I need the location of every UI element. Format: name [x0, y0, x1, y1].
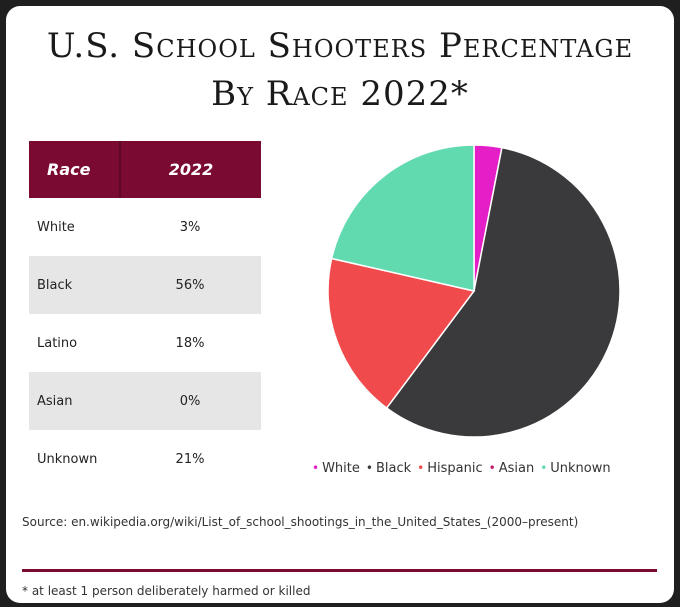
row-race: White	[37, 219, 75, 235]
legend-label: Unknown	[550, 461, 611, 476]
table-row: Black 56%	[29, 256, 261, 314]
table-row: Asian 0%	[29, 372, 261, 430]
source-note: Source: en.wikipedia.org/wiki/List_of_sc…	[22, 515, 579, 529]
legend-dot-icon: •	[312, 461, 320, 475]
table-row: Latino 18%	[29, 314, 261, 372]
legend-dot-icon: •	[540, 461, 548, 475]
infographic-card: U.S. School Shooters Percentage By Race …	[6, 6, 674, 603]
chart-title-line2: By Race 2022*	[211, 74, 469, 114]
row-value: 56%	[175, 277, 205, 293]
legend-dot-icon: •	[417, 461, 425, 475]
header-race: Race	[47, 160, 91, 179]
chart-title-line1: U.S. School Shooters Percentage	[46, 26, 634, 66]
legend-dot-icon: •	[365, 461, 373, 475]
row-race: Black	[37, 277, 73, 293]
pie-slice-hispanic	[327, 257, 476, 410]
pie-slice-unknown	[330, 144, 475, 292]
legend-label: White	[322, 461, 360, 476]
legend-item-black: • Black	[366, 461, 411, 476]
legend-item-white: • White	[312, 461, 360, 476]
row-value: 0%	[179, 393, 201, 409]
legend-label: Black	[375, 461, 412, 476]
row-race: Asian	[37, 393, 73, 409]
legend-label: Asian	[498, 461, 535, 476]
legend-label: Hispanic	[427, 461, 483, 476]
row-race: Latino	[37, 335, 78, 351]
legend-item-unknown: • Unknown	[540, 461, 610, 476]
legend-item-asian: • Asian	[489, 461, 535, 476]
header-year: 2022	[119, 141, 261, 198]
row-value: 21%	[175, 451, 205, 467]
table-row: White 3%	[29, 198, 261, 256]
divider	[22, 569, 657, 572]
race-table: Race 2022 White 3% Black 56% Latino 18% …	[29, 141, 261, 488]
pie-slice-black	[385, 146, 621, 438]
row-value: 3%	[179, 219, 201, 235]
pie-chart	[327, 144, 621, 438]
table-row: Unknown 21%	[29, 430, 261, 488]
footnote: * at least 1 person deliberately harmed …	[22, 584, 311, 598]
row-value: 18%	[175, 335, 205, 351]
chart-legend: •White••Black••Hispanic••Asian••Unknown	[312, 461, 617, 476]
table-header: Race 2022	[29, 141, 261, 198]
legend-dot-icon: •	[488, 461, 496, 475]
legend-item-hispanic: • Hispanic	[417, 461, 482, 476]
row-race: Unknown	[37, 451, 98, 467]
